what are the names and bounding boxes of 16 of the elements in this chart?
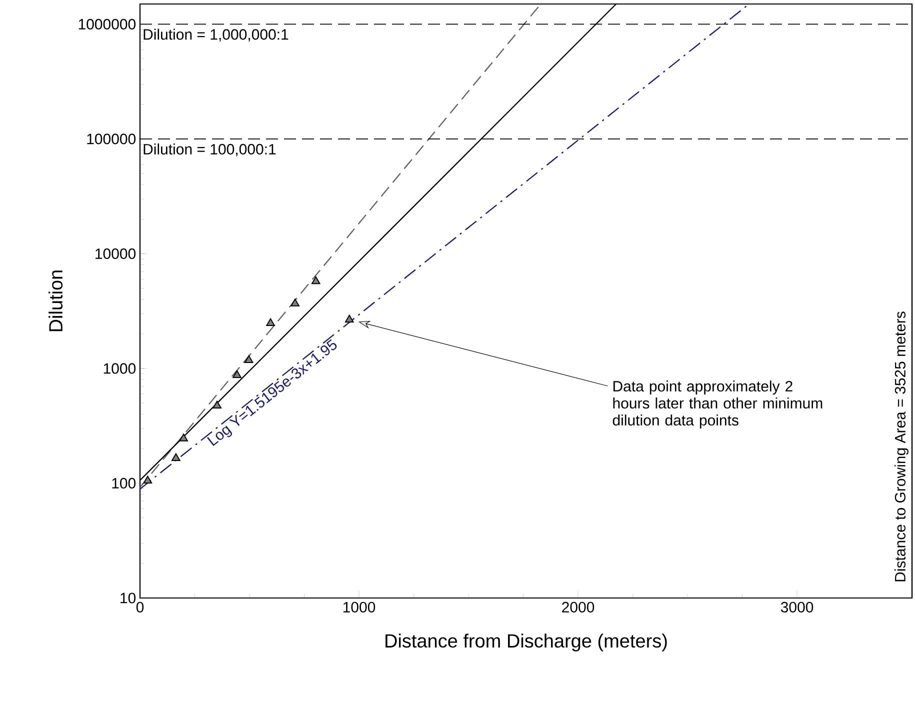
x-tick-label: 0 [136, 602, 144, 612]
y-tick-label: 10 [120, 592, 136, 604]
x-tick-label: 3000 [780, 602, 814, 612]
y-tick-label: 100 [112, 478, 136, 489]
ref-line-label: Distance to Growing Area = 3525 meters [894, 312, 908, 582]
y-axis-title: Dilution [48, 270, 63, 332]
y-tick-label: 10000 [96, 248, 136, 260]
x-tick-label: 2000 [562, 602, 594, 612]
y-tick-label: 1000000 [78, 18, 136, 30]
ref-line-label: Dilution = 100,000:1 [144, 144, 276, 156]
ref-line-label: Dilution = 1,000,000:1 [144, 28, 288, 42]
x-axis-title: Distance from Discharge (meters) [386, 634, 667, 652]
y-tick-label: 100000 [87, 134, 136, 144]
y-tick-label: 1000 [104, 363, 136, 374]
annotation: Data point approximately 2 hours later than other minimum dilution data points [612, 380, 822, 429]
x-tick-label: 1000 [343, 602, 376, 612]
